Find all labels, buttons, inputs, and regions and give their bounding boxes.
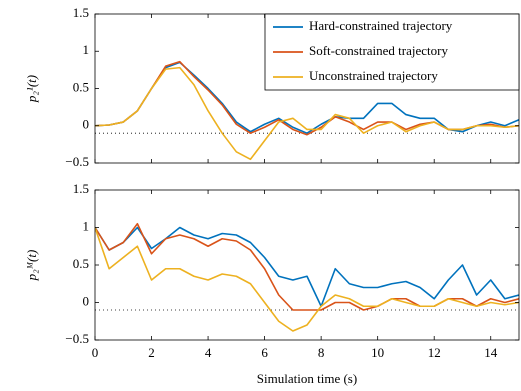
y-axis-label: p₂ᴹ(t) xyxy=(24,250,39,282)
series-line xyxy=(95,226,519,308)
y-tick-label: 0.5 xyxy=(73,79,89,94)
legend-label: Unconstrained trajectory xyxy=(309,68,438,83)
y-tick-label: 1 xyxy=(83,42,90,57)
y-tick-label: 0.5 xyxy=(73,256,89,271)
x-tick-label: 8 xyxy=(318,345,325,360)
x-tick-label: 2 xyxy=(148,345,155,360)
data-area xyxy=(95,222,519,332)
x-tick-label: 0 xyxy=(92,345,99,360)
plot: −0.5 0 0.5 1 1.5 p₂¹(t) Hard-constrained traje… xyxy=(24,5,520,169)
legend-box xyxy=(264,13,520,91)
y-tick-label: 1.5 xyxy=(73,181,89,196)
y-tick-label: −0.5 xyxy=(65,331,89,346)
x-axis-label: Simulation time (s) xyxy=(257,371,357,386)
x-tick-label: 6 xyxy=(261,345,268,360)
axes-frame xyxy=(94,189,520,341)
plot: −0.500.511.50 2 4 6 8 10 12 14p₂ᴹ(t)Simulation … xyxy=(24,181,520,386)
legend-label: Soft-constrained trajectory xyxy=(309,43,448,58)
x-tick-label: 10 xyxy=(371,345,384,360)
y-tick-label: 0 xyxy=(83,117,90,132)
y-axis-label: p₂¹(t) xyxy=(24,75,39,103)
y-tick-label: 0 xyxy=(83,293,90,308)
series-line xyxy=(95,66,519,161)
x-tick-label: 14 xyxy=(484,345,498,360)
x-tick-label: 12 xyxy=(428,345,441,360)
y-tick-label: −0.5 xyxy=(65,154,89,169)
x-tick-label: 4 xyxy=(205,345,212,360)
legend-label: Hard-constrained trajectory xyxy=(309,18,453,33)
legend: Hard-constrained trajectory Soft-constrai… xyxy=(264,13,520,91)
series-line xyxy=(95,227,519,332)
y-tick-label: 1.5 xyxy=(73,5,89,20)
series-line xyxy=(95,222,519,311)
y-tick-label: 1 xyxy=(83,218,90,233)
data-area xyxy=(95,60,519,161)
